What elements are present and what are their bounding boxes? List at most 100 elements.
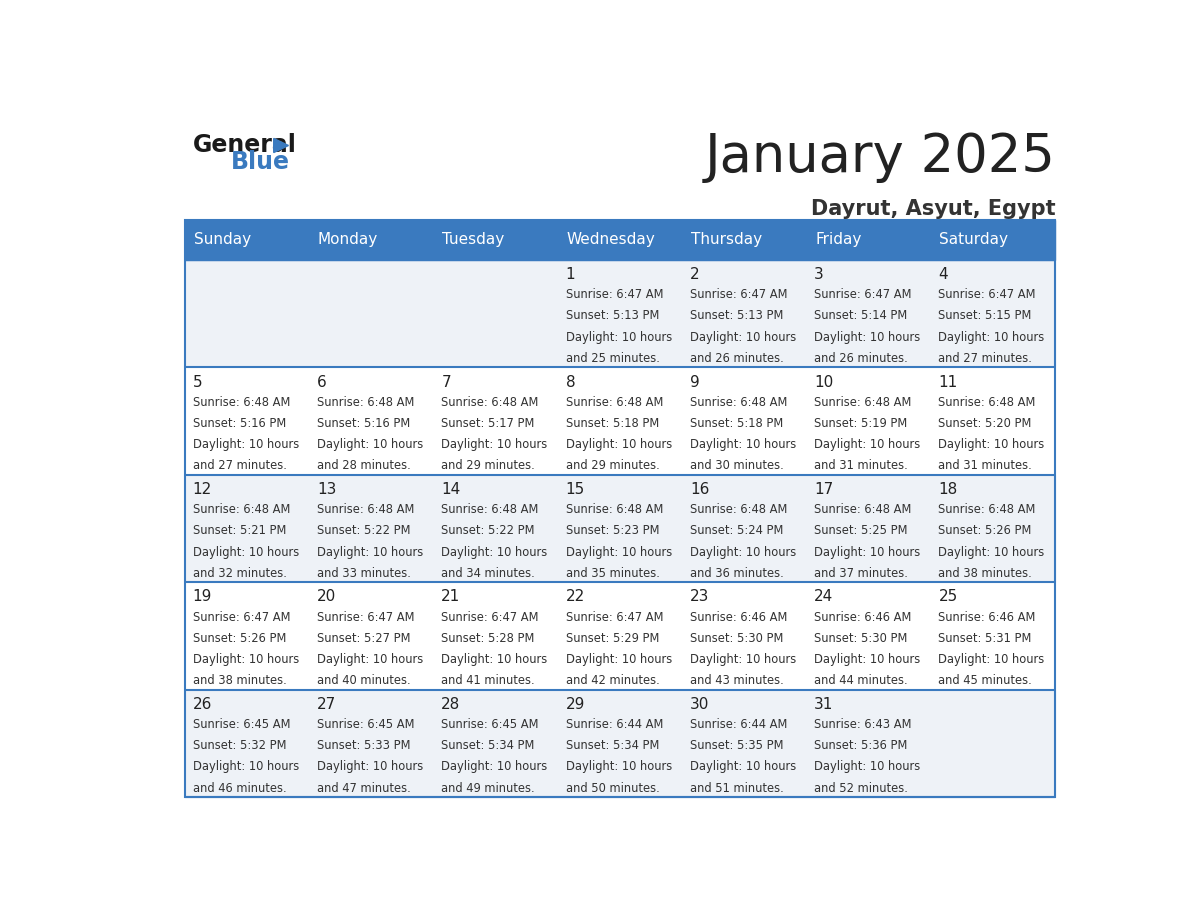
- Text: and 26 minutes.: and 26 minutes.: [690, 352, 784, 365]
- Text: Sunset: 5:26 PM: Sunset: 5:26 PM: [939, 524, 1032, 537]
- Text: Sunset: 5:22 PM: Sunset: 5:22 PM: [317, 524, 411, 537]
- Text: Daylight: 10 hours: Daylight: 10 hours: [565, 653, 672, 666]
- Text: Sunrise: 6:48 AM: Sunrise: 6:48 AM: [690, 503, 788, 516]
- Text: Daylight: 10 hours: Daylight: 10 hours: [441, 760, 548, 774]
- Text: Sunset: 5:35 PM: Sunset: 5:35 PM: [690, 739, 783, 752]
- Text: Daylight: 10 hours: Daylight: 10 hours: [192, 438, 299, 451]
- Text: Sunset: 5:13 PM: Sunset: 5:13 PM: [690, 309, 783, 322]
- Text: Daylight: 10 hours: Daylight: 10 hours: [690, 653, 796, 666]
- Text: 1: 1: [565, 267, 575, 282]
- Text: 20: 20: [317, 589, 336, 604]
- Text: Sunrise: 6:46 AM: Sunrise: 6:46 AM: [690, 610, 788, 623]
- Text: 30: 30: [690, 697, 709, 711]
- Text: Sunrise: 6:46 AM: Sunrise: 6:46 AM: [939, 610, 1036, 623]
- Text: 5: 5: [192, 375, 202, 389]
- Text: Sunrise: 6:48 AM: Sunrise: 6:48 AM: [690, 396, 788, 409]
- Text: and 44 minutes.: and 44 minutes.: [814, 674, 908, 688]
- Text: 2: 2: [690, 267, 700, 282]
- Text: 26: 26: [192, 697, 213, 711]
- Text: Sunset: 5:14 PM: Sunset: 5:14 PM: [814, 309, 908, 322]
- Text: and 43 minutes.: and 43 minutes.: [690, 674, 784, 688]
- Text: Sunset: 5:34 PM: Sunset: 5:34 PM: [441, 739, 535, 752]
- Text: Thursday: Thursday: [690, 232, 762, 247]
- Text: Sunrise: 6:48 AM: Sunrise: 6:48 AM: [565, 396, 663, 409]
- Text: Daylight: 10 hours: Daylight: 10 hours: [690, 330, 796, 343]
- Bar: [185, 689, 1055, 797]
- Text: and 45 minutes.: and 45 minutes.: [939, 674, 1032, 688]
- Text: Sunrise: 6:48 AM: Sunrise: 6:48 AM: [192, 396, 290, 409]
- Text: and 46 minutes.: and 46 minutes.: [192, 782, 286, 795]
- Text: Wednesday: Wednesday: [567, 232, 656, 247]
- Bar: [185, 475, 1055, 582]
- Text: Daylight: 10 hours: Daylight: 10 hours: [317, 653, 423, 666]
- Text: and 33 minutes.: and 33 minutes.: [317, 566, 411, 580]
- Text: Daylight: 10 hours: Daylight: 10 hours: [441, 438, 548, 451]
- Text: and 41 minutes.: and 41 minutes.: [441, 674, 535, 688]
- Text: Sunrise: 6:47 AM: Sunrise: 6:47 AM: [814, 288, 911, 301]
- Text: and 31 minutes.: and 31 minutes.: [939, 459, 1032, 473]
- Text: and 47 minutes.: and 47 minutes.: [317, 782, 411, 795]
- Text: Sunrise: 6:48 AM: Sunrise: 6:48 AM: [441, 503, 538, 516]
- Text: Sunset: 5:31 PM: Sunset: 5:31 PM: [939, 632, 1032, 644]
- Text: Sunrise: 6:48 AM: Sunrise: 6:48 AM: [317, 503, 415, 516]
- Text: Friday: Friday: [815, 232, 861, 247]
- Text: Daylight: 10 hours: Daylight: 10 hours: [441, 545, 548, 558]
- Text: Sunset: 5:24 PM: Sunset: 5:24 PM: [690, 524, 783, 537]
- Text: and 49 minutes.: and 49 minutes.: [441, 782, 535, 795]
- Text: Sunrise: 6:45 AM: Sunrise: 6:45 AM: [317, 718, 415, 731]
- Text: Sunrise: 6:43 AM: Sunrise: 6:43 AM: [814, 718, 911, 731]
- Text: Sunset: 5:22 PM: Sunset: 5:22 PM: [441, 524, 535, 537]
- Text: Sunrise: 6:48 AM: Sunrise: 6:48 AM: [565, 503, 663, 516]
- Text: Daylight: 10 hours: Daylight: 10 hours: [939, 330, 1044, 343]
- Text: 19: 19: [192, 589, 213, 604]
- Text: 23: 23: [690, 589, 709, 604]
- Bar: [185, 260, 1055, 367]
- Text: Tuesday: Tuesday: [442, 232, 505, 247]
- Text: and 38 minutes.: and 38 minutes.: [939, 566, 1032, 580]
- Text: Daylight: 10 hours: Daylight: 10 hours: [317, 438, 423, 451]
- Text: and 29 minutes.: and 29 minutes.: [441, 459, 535, 473]
- Text: 31: 31: [814, 697, 834, 711]
- Text: and 35 minutes.: and 35 minutes.: [565, 566, 659, 580]
- Text: Daylight: 10 hours: Daylight: 10 hours: [939, 545, 1044, 558]
- Text: Sunset: 5:16 PM: Sunset: 5:16 PM: [317, 417, 410, 430]
- Text: Daylight: 10 hours: Daylight: 10 hours: [690, 760, 796, 774]
- Text: and 51 minutes.: and 51 minutes.: [690, 782, 784, 795]
- Text: Sunset: 5:23 PM: Sunset: 5:23 PM: [565, 524, 659, 537]
- Text: and 30 minutes.: and 30 minutes.: [690, 459, 784, 473]
- Text: Sunday: Sunday: [194, 232, 251, 247]
- Text: 16: 16: [690, 482, 709, 497]
- Text: 17: 17: [814, 482, 834, 497]
- Text: 12: 12: [192, 482, 211, 497]
- Text: Saturday: Saturday: [940, 232, 1009, 247]
- Text: Sunset: 5:13 PM: Sunset: 5:13 PM: [565, 309, 659, 322]
- Text: 4: 4: [939, 267, 948, 282]
- Text: Sunset: 5:15 PM: Sunset: 5:15 PM: [939, 309, 1032, 322]
- Text: Sunrise: 6:47 AM: Sunrise: 6:47 AM: [441, 610, 539, 623]
- Text: Sunset: 5:33 PM: Sunset: 5:33 PM: [317, 739, 411, 752]
- Text: 22: 22: [565, 589, 584, 604]
- Text: 11: 11: [939, 375, 958, 389]
- Text: Sunset: 5:30 PM: Sunset: 5:30 PM: [690, 632, 783, 644]
- Text: Daylight: 10 hours: Daylight: 10 hours: [192, 760, 299, 774]
- Text: and 38 minutes.: and 38 minutes.: [192, 674, 286, 688]
- Text: Sunrise: 6:47 AM: Sunrise: 6:47 AM: [690, 288, 788, 301]
- Text: Sunrise: 6:48 AM: Sunrise: 6:48 AM: [939, 396, 1036, 409]
- Text: Sunrise: 6:44 AM: Sunrise: 6:44 AM: [565, 718, 663, 731]
- Text: and 25 minutes.: and 25 minutes.: [565, 352, 659, 365]
- Text: Sunrise: 6:48 AM: Sunrise: 6:48 AM: [317, 396, 415, 409]
- Text: Sunrise: 6:47 AM: Sunrise: 6:47 AM: [565, 288, 663, 301]
- Text: Daylight: 10 hours: Daylight: 10 hours: [690, 545, 796, 558]
- Text: Daylight: 10 hours: Daylight: 10 hours: [565, 760, 672, 774]
- Text: 9: 9: [690, 375, 700, 389]
- Text: General: General: [192, 133, 297, 157]
- Text: 28: 28: [441, 697, 461, 711]
- Text: 21: 21: [441, 589, 461, 604]
- Text: and 37 minutes.: and 37 minutes.: [814, 566, 908, 580]
- Bar: [185, 219, 1055, 260]
- Text: Daylight: 10 hours: Daylight: 10 hours: [317, 760, 423, 774]
- Text: Sunset: 5:16 PM: Sunset: 5:16 PM: [192, 417, 286, 430]
- Bar: [185, 367, 1055, 475]
- Text: Sunrise: 6:47 AM: Sunrise: 6:47 AM: [192, 610, 290, 623]
- Bar: [185, 582, 1055, 689]
